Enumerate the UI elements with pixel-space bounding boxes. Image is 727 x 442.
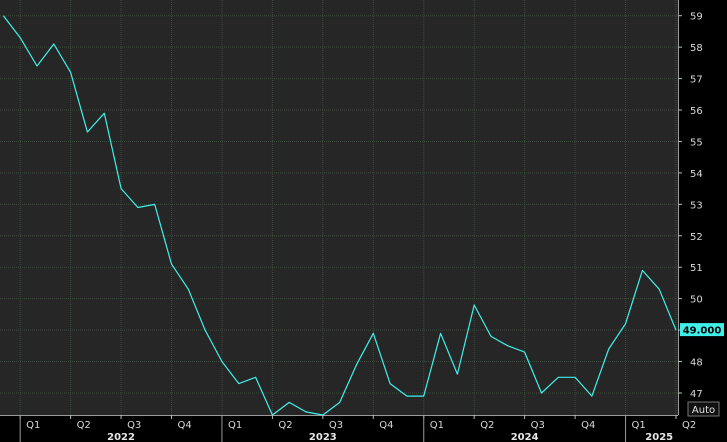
plot-area (0, 0, 678, 415)
x-tick-label: Q4 (379, 420, 393, 431)
x-tick-label: Q1 (228, 420, 242, 431)
x-tick-label: Q2 (682, 420, 696, 431)
x-axis-years: 2022 2023 2024 2025 (107, 432, 673, 442)
grid-lines (0, 0, 678, 415)
y-tick-label: 51 (690, 263, 703, 274)
x-tick-label: Q4 (581, 420, 595, 431)
series-line (2, 15, 677, 416)
y-tick-label: 50 (690, 295, 703, 306)
x-tick-label: Q1 (430, 420, 444, 431)
y-tick-label: 55 (690, 137, 703, 148)
year-label: 2023 (309, 432, 337, 442)
x-tick-label: Q3 (329, 420, 343, 431)
auto-button-frame (687, 401, 720, 417)
year-label: 2025 (645, 432, 673, 442)
x-tick-label: Q1 (26, 420, 40, 431)
x-tick-label: Q1 (632, 420, 646, 431)
x-tick-label: Q2 (77, 420, 91, 431)
last-value-label: 49.000 (683, 326, 722, 337)
y-tick-label: 59 (690, 12, 703, 23)
y-tick-label: 54 (690, 169, 703, 180)
x-tick-label: Q2 (278, 420, 292, 431)
auto-button-label: Auto (692, 405, 715, 416)
x-tick-label: Q2 (480, 420, 494, 431)
y-tick-label: 58 (690, 43, 703, 54)
x-axis-ticks: Q1 Q2 Q3 Q4 Q1 Q2 Q3 Q4 Q1 Q2 Q3 Q4 Q1 Q2 (19, 415, 696, 442)
auto-scale-button[interactable]: Auto (687, 401, 720, 417)
last-value-box (680, 323, 724, 337)
year-label: 2022 (107, 432, 135, 442)
y-tick-label: 57 (690, 75, 703, 86)
y-tick-label: 48 (690, 358, 703, 369)
y-tick-label: 53 (690, 200, 703, 211)
last-value-marker: 49.000 (680, 323, 724, 337)
x-tick-label: Q4 (178, 420, 192, 431)
y-tick-label: 56 (690, 106, 703, 117)
x-tick-label: Q3 (531, 420, 545, 431)
y-tick-label: 52 (690, 232, 703, 243)
series-layer (2, 15, 677, 416)
x-tick-label: Q3 (127, 420, 141, 431)
y-tick-label: 47 (690, 389, 703, 400)
axis-lines (0, 0, 679, 416)
year-label: 2024 (511, 432, 539, 442)
